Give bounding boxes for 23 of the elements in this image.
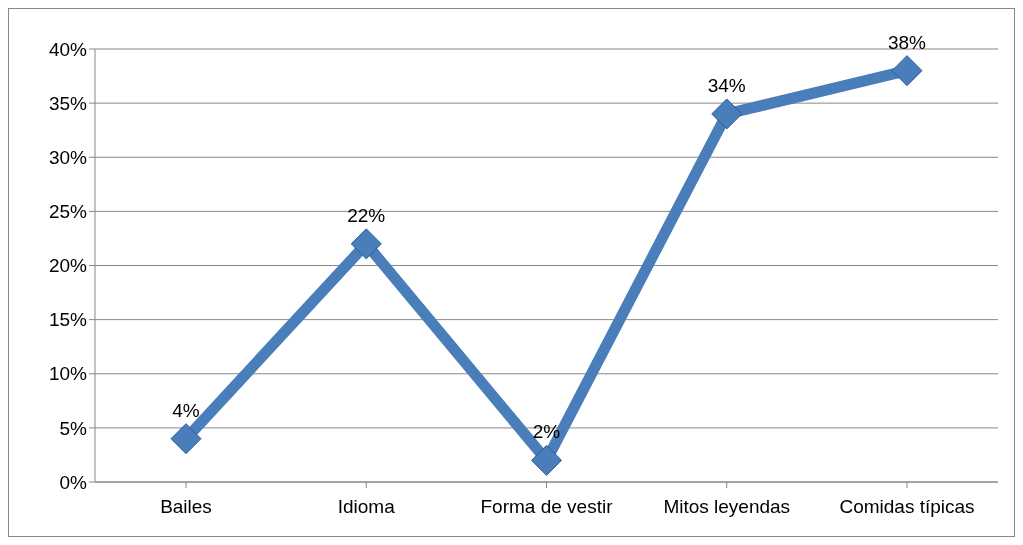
y-tick-label: 30% xyxy=(48,146,88,168)
x-tick-label: Mitos leyendas xyxy=(663,496,791,518)
y-tick-label: 35% xyxy=(48,92,88,114)
x-tick-label: Bailes xyxy=(160,496,212,518)
y-tick-label: 25% xyxy=(48,201,88,223)
point xyxy=(531,444,562,476)
x-tick-label: Comidas típicas xyxy=(839,496,975,518)
y-tick-label: 0% xyxy=(59,471,88,493)
data-label: 38% xyxy=(887,31,927,53)
y-tick-label: 40% xyxy=(48,38,88,60)
point xyxy=(891,55,923,87)
y-tick-label: 20% xyxy=(48,255,88,277)
y-tick-label: 10% xyxy=(48,363,88,385)
data-label: 34% xyxy=(707,74,746,96)
y-tick-label: 5% xyxy=(59,417,88,439)
point xyxy=(170,423,202,455)
point xyxy=(711,98,743,130)
data-label: 22% xyxy=(347,204,386,226)
y-tick-label: 15% xyxy=(48,309,88,331)
data-label: 4% xyxy=(172,399,200,421)
x-tick-label: Idioma xyxy=(337,496,396,518)
point xyxy=(350,228,382,260)
x-tick-label: Forma de vestir xyxy=(480,496,614,518)
